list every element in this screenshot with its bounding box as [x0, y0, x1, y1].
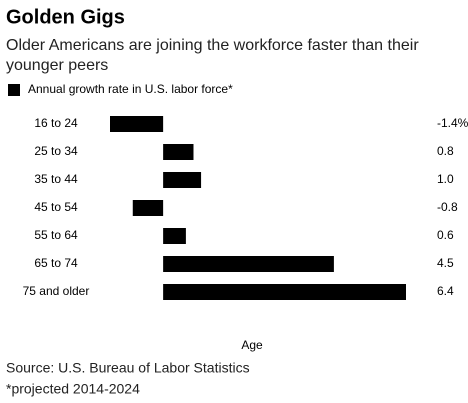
footnote: *projected 2014-2024	[6, 381, 140, 397]
value-label: 1.0	[437, 172, 454, 186]
category-label: 16 to 24	[34, 116, 78, 130]
value-label: -1.4%	[437, 116, 468, 130]
legend-swatch	[8, 84, 20, 96]
category-label: 75 and older	[23, 284, 90, 298]
bar	[163, 284, 406, 300]
category-label: 65 to 74	[34, 256, 78, 270]
bar	[163, 144, 194, 160]
value-label: 0.8	[437, 144, 454, 158]
chart-subtitle: Older Americans are joining the workforc…	[6, 37, 419, 74]
value-label: 6.4	[437, 284, 454, 298]
source: Source: U.S. Bureau of Labor Statistics	[6, 360, 250, 376]
category-label: 45 to 54	[34, 200, 78, 214]
axis-label: Age	[241, 338, 263, 352]
category-label: 55 to 64	[34, 228, 78, 242]
legend-label: Annual growth rate in U.S. labor force*	[28, 82, 233, 96]
category-label: 35 to 44	[34, 172, 78, 186]
value-label: 4.5	[437, 256, 454, 270]
category-label: 25 to 34	[34, 144, 78, 158]
bar	[110, 116, 164, 132]
bar	[163, 256, 334, 272]
bar	[163, 228, 186, 244]
bar	[132, 200, 164, 216]
chart-title: Golden Gigs	[6, 6, 125, 28]
value-label: -0.8	[437, 200, 458, 214]
value-label: 0.6	[437, 228, 454, 242]
bar	[163, 172, 202, 188]
